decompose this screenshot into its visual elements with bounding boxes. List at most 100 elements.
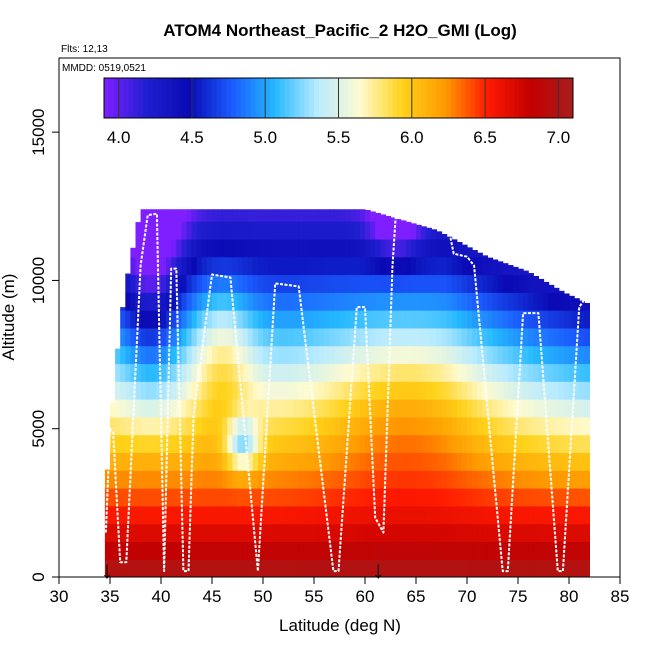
heatmap-cell-535 (242, 345, 249, 365)
heatmap-cell-1663 (528, 363, 534, 382)
heatmap-cell-343 (196, 399, 203, 418)
heatmap-cell-592 (257, 452, 264, 471)
heatmap-cell-528 (242, 470, 249, 489)
heatmap-cell-126 (145, 523, 152, 543)
colorbar-cell-18 (191, 78, 198, 118)
heatmap-cell-1135 (390, 505, 397, 525)
flight-track-line (104, 212, 589, 573)
heatmap-cell-131 (145, 434, 152, 454)
heatmap-cell-742 (293, 399, 300, 418)
heatmap-cell-1557 (497, 327, 504, 347)
heatmap-cell-543 (242, 209, 249, 222)
heatmap-cell-819 (314, 523, 320, 543)
heatmap-cell-1349 (441, 310, 448, 329)
heatmap-cell-206 (161, 221, 167, 240)
heatmap-cell-666 (273, 256, 279, 276)
colorbar-cell-95 (568, 78, 574, 118)
heatmap-cell-284 (181, 327, 188, 347)
heatmap-cell-1047 (365, 209, 371, 222)
heatmap-cell-597 (257, 363, 264, 382)
heatmap-cell-363 (201, 416, 208, 436)
heatmap-cell-1428 (461, 292, 468, 311)
heatmap-cell-1571 (502, 399, 509, 418)
heatmap-cell-704 (283, 327, 290, 347)
colorbar-tick-label-3: 5.5 (327, 128, 351, 147)
heatmap-cell-251 (176, 541, 182, 560)
heatmap-cell-1594 (507, 310, 514, 329)
heatmap-cell-1690 (538, 505, 545, 525)
heatmap-cell-1339 (441, 488, 448, 507)
heatmap-cell-1174 (400, 559, 407, 577)
heatmap-cell-118 (140, 292, 147, 311)
heatmap-cell-61 (125, 292, 131, 311)
heatmap-cell-883 (329, 505, 335, 525)
flight-track-layer (104, 212, 589, 573)
heatmap-cell-983 (349, 221, 356, 240)
y-tick-label-3: 15000 (29, 109, 48, 156)
heatmap-cell-1227 (410, 345, 417, 365)
heatmap-cell-1591 (507, 363, 514, 382)
heatmap-cell-1314 (431, 229, 437, 240)
heatmap-cell-1702 (538, 292, 545, 311)
heatmap-cell-1318 (436, 505, 443, 525)
heatmap-cell-766 (298, 345, 305, 365)
heatmap-cell-1803 (569, 295, 575, 311)
heatmap-cell-667 (273, 238, 279, 258)
heatmap-cell-513 (237, 363, 244, 382)
heatmap-cell-570 (252, 470, 259, 489)
heatmap-cell-1231 (410, 274, 417, 293)
heatmap-cell-1302 (431, 434, 437, 454)
heatmap-cell-135 (145, 363, 152, 382)
heatmap-cell-791 (303, 274, 310, 293)
heatmap-cell-404 (212, 434, 218, 454)
heatmap-cell-504 (237, 523, 244, 543)
heatmap-cell-833 (314, 274, 320, 293)
heatmap-cell-1448 (467, 274, 473, 293)
heatmap-cell-249 (171, 209, 177, 222)
heatmap-cell-52 (125, 452, 131, 471)
heatmap-cell-1517 (487, 399, 494, 418)
heatmap-cell-285 (181, 310, 188, 329)
heatmap-cell-1785 (563, 327, 570, 347)
heatmap-cell-793 (303, 238, 310, 258)
colorbar-cell-85 (519, 78, 525, 118)
colorbar-cell-78 (485, 78, 491, 118)
heatmap-cell-606 (257, 209, 264, 222)
heatmap-cell-981 (349, 256, 356, 276)
heatmap-cell-1679 (533, 399, 539, 418)
heatmap-cell-86 (135, 505, 142, 525)
heatmap-cell-1160 (395, 434, 402, 454)
heatmap-cell-50 (125, 488, 131, 507)
heatmap-cell-1664 (528, 345, 534, 365)
heatmap-cell-1122 (385, 363, 392, 382)
heatmap-cell-1528 (492, 523, 499, 543)
heatmap-cell-1510 (487, 523, 494, 543)
heatmap-cell-1074 (375, 470, 381, 489)
heatmap-cell-770 (298, 274, 305, 293)
heatmap-cell-634 (268, 452, 274, 471)
heatmap-cell-988 (354, 505, 361, 525)
heatmap-cell-1800 (569, 345, 575, 365)
colorbar-cell-89 (538, 78, 545, 118)
heatmap-cell-601 (257, 292, 264, 311)
heatmap-cell-252 (176, 523, 182, 543)
heatmap-cell-1804 (574, 559, 580, 577)
heatmap-cell-266 (176, 274, 182, 293)
heatmap-cell-1030 (365, 505, 371, 525)
heatmap-cell-210 (166, 523, 172, 543)
heatmap-cell-1383 (451, 416, 458, 436)
heatmap-cell-347 (196, 327, 203, 347)
heatmap-cell-743 (293, 381, 300, 400)
marker-arrow-1: ↓ (372, 557, 384, 584)
heatmap-cell-1112 (385, 541, 392, 560)
heatmap-cell-109 (140, 452, 147, 471)
heatmap-cell-1208 (405, 327, 412, 347)
heatmap-cell-674 (278, 488, 284, 507)
heatmap-cell-1624 (518, 416, 524, 436)
heatmap-cell-1610 (512, 345, 519, 365)
heatmap-cell-1786 (563, 310, 570, 329)
heatmap-cell-1724 (548, 505, 555, 525)
heatmap-cell-1818 (574, 310, 580, 329)
colorbar-cell-22 (211, 78, 217, 118)
heatmap-cell-1022 (359, 274, 366, 293)
